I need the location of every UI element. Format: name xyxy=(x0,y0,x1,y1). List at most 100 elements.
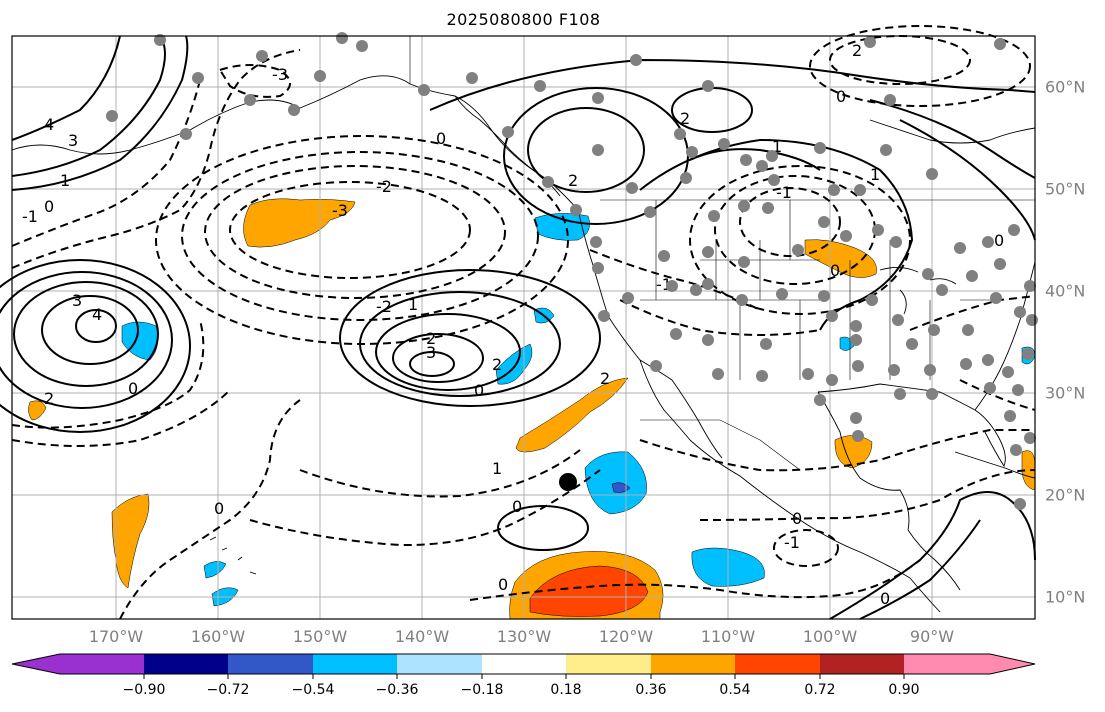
cuba xyxy=(954,451,1036,479)
lat-label: 50°N xyxy=(1045,179,1086,199)
contour-label: 0 xyxy=(512,497,522,516)
orange-blob-west xyxy=(111,493,150,589)
colorbar-segment xyxy=(566,654,651,674)
contour-label: 0 xyxy=(830,261,840,280)
colorbar-tick-label: 0.90 xyxy=(888,682,920,698)
orange-band-subtropical xyxy=(515,377,629,453)
contour-label: 0 xyxy=(44,197,54,216)
colorbar-tick-label: 0.54 xyxy=(719,682,751,698)
mexico-west-coast xyxy=(689,439,911,579)
colorbar-tick-label: 0.18 xyxy=(550,682,582,698)
hawaii-islands xyxy=(209,536,257,575)
colorbar-segment xyxy=(904,654,1035,674)
map-title: 2025080800 F108 xyxy=(446,10,601,29)
lon-label: 120°W xyxy=(598,627,654,646)
orange-blob-dateline xyxy=(28,400,47,421)
lon-label: 170°W xyxy=(88,627,144,646)
shaded-anomaly-fields xyxy=(28,198,1036,620)
contour-label: 3 xyxy=(72,291,82,310)
contour-label: -3 xyxy=(332,201,348,220)
contour-label: -1 xyxy=(22,207,38,226)
contour-label: -1 xyxy=(776,183,792,202)
colorbar-tick-label: 0.72 xyxy=(804,682,836,698)
lon-label: 140°W xyxy=(394,627,450,646)
colorbar-tick-label: −0.90 xyxy=(122,682,166,698)
contour-label: 4 xyxy=(44,115,54,134)
contour-label: 2 xyxy=(44,389,54,408)
blue-blob-hawaii xyxy=(203,561,227,579)
colorbar-segment xyxy=(735,654,820,674)
lon-label: 160°W xyxy=(190,627,246,646)
contour-label: 1 xyxy=(408,295,418,314)
lat-label: 40°N xyxy=(1045,281,1086,301)
colorbar-tick-label: −0.72 xyxy=(206,682,250,698)
mexico-gulf-coast xyxy=(817,391,910,531)
contours-negative xyxy=(11,25,1036,620)
colorbar-segment xyxy=(651,654,735,674)
contour-label: -3 xyxy=(272,65,288,84)
orange-blob-hawaii-north xyxy=(243,198,356,248)
contour-label: 3 xyxy=(426,343,436,362)
contour-label: -1 xyxy=(784,533,800,552)
orange-blob-central-us xyxy=(804,239,877,278)
contour-label: 2 xyxy=(680,109,690,128)
contour-label: 2 xyxy=(492,355,502,374)
colorbar-outline xyxy=(11,653,1036,675)
contour-label: 1 xyxy=(60,171,70,190)
lat-label: 10°N xyxy=(1045,587,1086,607)
graticule xyxy=(12,36,1035,619)
contour-label: 3 xyxy=(68,131,78,150)
contour-label: 0 xyxy=(436,129,446,148)
lat-label: 20°N xyxy=(1045,485,1086,505)
red-core-south xyxy=(529,565,649,617)
lon-label: 150°W xyxy=(292,627,348,646)
map-frame xyxy=(11,35,1036,620)
contour-label: 0 xyxy=(792,509,802,528)
contour-label: 4 xyxy=(92,305,102,324)
colorbar-tick-label: −0.54 xyxy=(291,682,335,698)
contour-label: 1 xyxy=(870,165,880,184)
colorbar-segment xyxy=(820,654,904,674)
contour-label: 1 xyxy=(772,137,782,156)
contour-label: -2 xyxy=(376,177,392,196)
colorbar-tick-label: 0.36 xyxy=(635,682,667,698)
colorbar-segment xyxy=(313,654,397,674)
colorbar-segment xyxy=(482,654,566,674)
contour-label: 2 xyxy=(426,329,436,348)
state-borders xyxy=(409,36,1035,471)
lon-label: 100°W xyxy=(802,627,858,646)
lon-label: 110°W xyxy=(700,627,756,646)
hudson-region xyxy=(869,119,1036,144)
lat-label: 60°N xyxy=(1045,77,1086,97)
contour-label: 0 xyxy=(474,381,484,400)
colorbar-segment xyxy=(144,654,228,674)
colorbar-segment xyxy=(228,654,313,674)
contour-label: 2 xyxy=(600,369,610,388)
contour-label: 2 xyxy=(852,41,862,60)
contour-label: 2 xyxy=(568,171,578,190)
contour-label: 0 xyxy=(214,499,224,518)
colorbar xyxy=(11,653,1036,679)
colorbar-tick-label: −0.36 xyxy=(375,682,419,698)
lat-label: 30°N xyxy=(1045,383,1086,403)
colorbar-tick-label: −0.18 xyxy=(460,682,504,698)
lon-label: 130°W xyxy=(496,627,552,646)
contour-label: -2 xyxy=(376,297,392,316)
contour-label: 0 xyxy=(128,379,138,398)
contour-label: 0 xyxy=(994,231,1004,250)
colorbar-segment xyxy=(397,654,482,674)
gulf-us-coast xyxy=(817,383,976,411)
bc-coast xyxy=(454,95,579,211)
storm-center-marker xyxy=(559,473,577,491)
contour-label: 0 xyxy=(880,589,890,608)
colorbar-segment xyxy=(12,654,144,674)
lon-label: 90°W xyxy=(909,627,955,646)
contour-label: 0 xyxy=(498,575,508,594)
blue-blob-ca-coast xyxy=(534,213,590,241)
contour-label: 1 xyxy=(492,459,502,478)
florida xyxy=(974,409,1006,467)
contour-label: 0 xyxy=(836,87,846,106)
contour-labels: 3 2 4 3 2 0 1 -2 -3 -2 -3 0 2 1 -1 -1 0 … xyxy=(22,41,1004,608)
station-markers xyxy=(106,32,1038,510)
